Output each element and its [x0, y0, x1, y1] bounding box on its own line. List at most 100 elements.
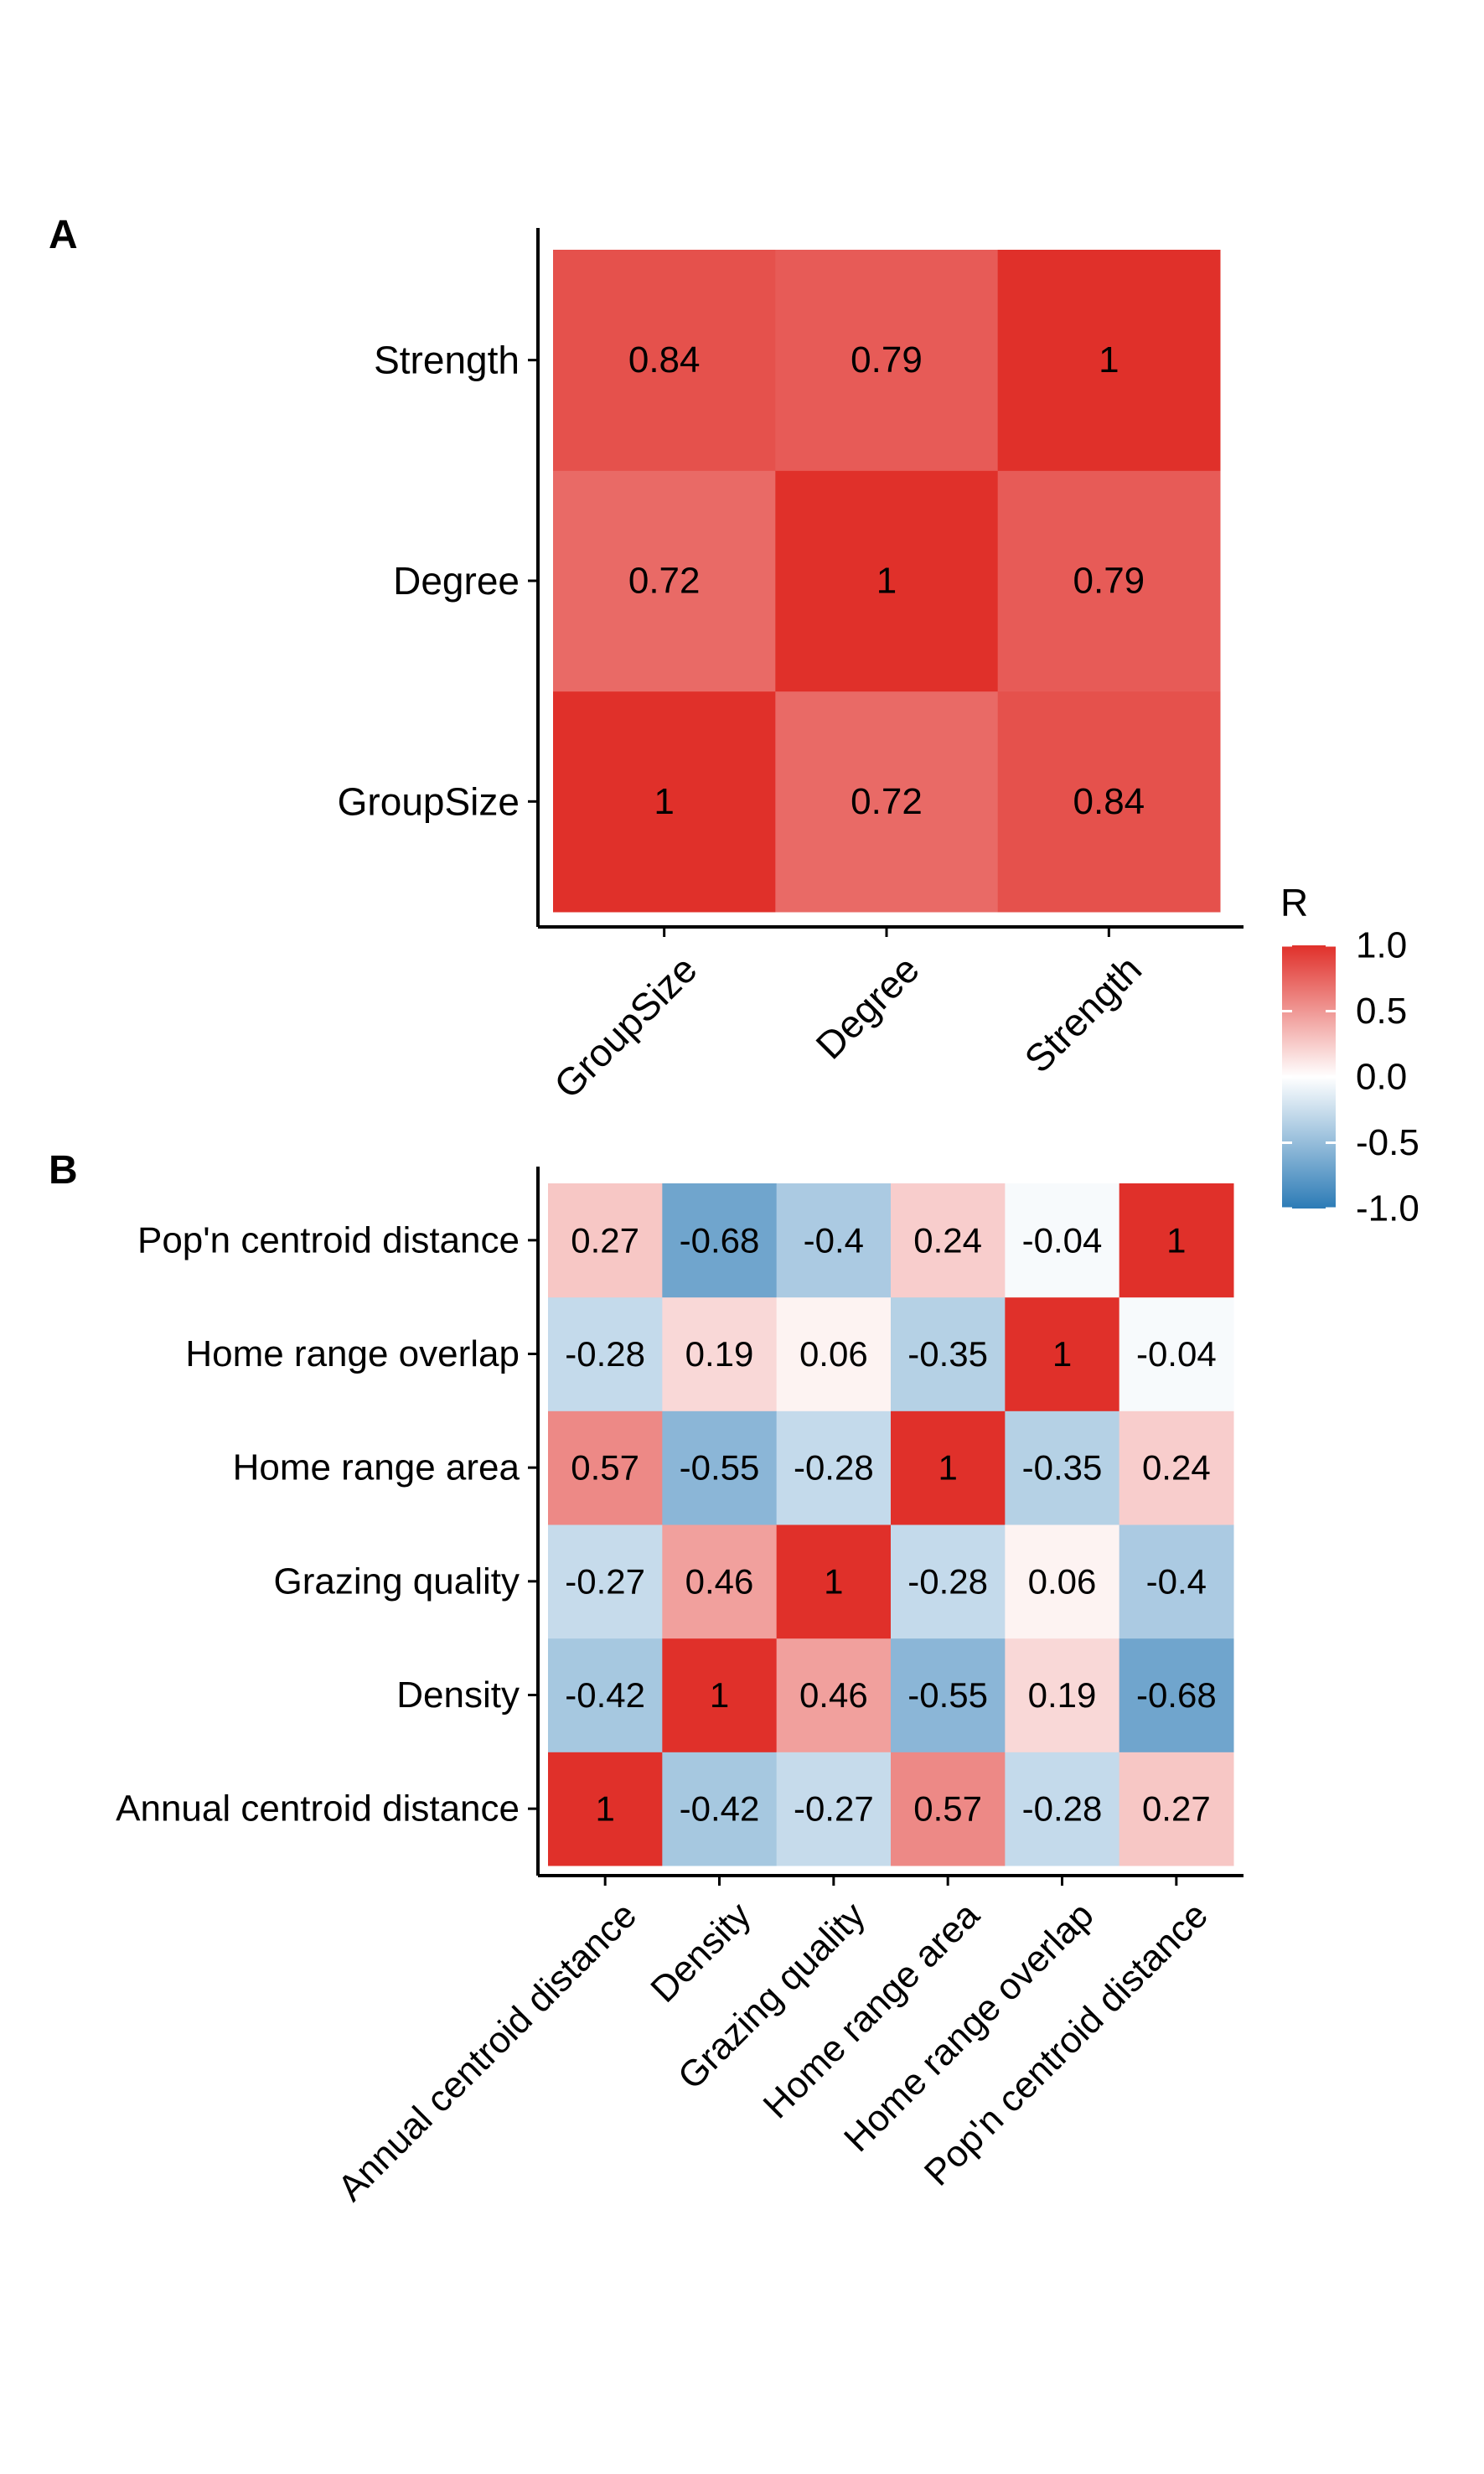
heatmap-cell [553, 470, 776, 692]
legend-tick-label: 0.5 [1356, 991, 1407, 1032]
y-tick-label: Grazing quality [274, 1560, 520, 1602]
heatmap-cell [548, 1410, 663, 1525]
color-legend: R 1.0 0.5 0.0 -0.5 -1.0 [1280, 881, 1419, 1229]
cell-value-label: 1 [876, 561, 897, 602]
legend-title: R [1280, 881, 1308, 924]
heatmap-cell [1005, 1297, 1120, 1411]
cell-value-label: -0.04 [1136, 1334, 1217, 1374]
heatmap-cell [776, 1524, 892, 1639]
cell-value-label: 0.06 [799, 1334, 868, 1374]
x-tick-label: GroupSize [546, 947, 705, 1106]
panel-b-heatmap: B 1 -0.42 -0.27 0.57 -0.28 0.27 -0.42 1 0.46 -0.5… [49, 1148, 1244, 2209]
heatmap-cell [1005, 1410, 1120, 1525]
cell-value-label: 0.84 [1073, 781, 1145, 822]
cell-value-label: -0.28 [907, 1561, 988, 1601]
panel-b-cells [548, 1183, 1234, 1866]
x-tick-label: Home range area [756, 1894, 988, 2126]
heatmap-cell [662, 1183, 778, 1298]
y-tick-label: Strength [374, 339, 520, 382]
y-tick-label: GroupSize [338, 779, 520, 823]
heatmap-cell [553, 691, 776, 913]
cell-value-label: 1 [1052, 1334, 1072, 1374]
cell-value-label: 0.72 [628, 561, 701, 602]
y-tick-label: Pop'n centroid distance [137, 1219, 520, 1260]
y-tick-label: Home range area [233, 1447, 520, 1488]
cell-value-label: -0.04 [1022, 1220, 1103, 1260]
cell-value-label: 1 [710, 1675, 729, 1715]
cell-value-label: 0.19 [685, 1334, 754, 1374]
heatmap-cell [997, 691, 1221, 913]
y-tick-label: Annual centroid distance [116, 1788, 520, 1830]
panel-b-axes [528, 1167, 1244, 1886]
panel-a-axes [528, 228, 1244, 937]
cell-value-label: 1 [595, 1789, 614, 1829]
heatmap-cell [1005, 1638, 1120, 1752]
heatmap-cell [997, 250, 1221, 471]
cell-value-label: 0.79 [1073, 561, 1145, 602]
panel-a-heatmap: A 1 0.72 0.84 0.72 1 0.79 0.84 0.79 1 GroupSize D… [49, 213, 1244, 1107]
cell-value-label: -0.28 [794, 1448, 874, 1488]
cell-value-label: 0.79 [851, 339, 923, 380]
panel-b-y-tick-labels: Annual centroid distance Density Grazing q… [116, 1219, 520, 1829]
heatmap-cell [548, 1638, 663, 1752]
cell-value-label: -0.28 [1022, 1789, 1103, 1829]
cell-value-label: 0.06 [1028, 1561, 1097, 1601]
cell-value-label: 0.57 [571, 1448, 639, 1488]
heatmap-cell [775, 250, 999, 471]
heatmap-cell [662, 1410, 778, 1525]
cell-value-label: 0.24 [1142, 1448, 1211, 1488]
cell-value-label: -0.68 [1136, 1675, 1217, 1715]
heatmap-cell [1119, 1638, 1234, 1752]
cell-value-label: -0.68 [680, 1220, 760, 1260]
cell-value-label: -0.28 [565, 1334, 645, 1374]
cell-value-label: -0.42 [565, 1675, 645, 1715]
cell-value-label: 0.57 [913, 1789, 982, 1829]
heatmap-cell [1119, 1752, 1234, 1866]
heatmap-cell [553, 250, 776, 471]
cell-value-label: 1 [938, 1448, 957, 1488]
y-tick-label: Degree [393, 559, 520, 603]
heatmap-cell [548, 1752, 663, 1866]
cell-value-label: 0.72 [851, 781, 923, 822]
cell-value-label: -0.55 [907, 1675, 988, 1715]
heatmap-cell [776, 1183, 892, 1298]
cell-value-label: -0.35 [907, 1334, 988, 1374]
cell-value-label: 0.27 [1142, 1789, 1211, 1829]
panel-a-cell-labels: 1 0.72 0.84 0.72 1 0.79 0.84 0.79 1 [628, 339, 1145, 822]
heatmap-cell [997, 470, 1221, 692]
x-tick-label: Annual centroid distance [330, 1894, 644, 2208]
heatmap-cell [548, 1524, 663, 1639]
y-tick-label: Density [396, 1674, 520, 1716]
cell-value-label: -0.27 [565, 1561, 645, 1601]
panel-b-cell-labels: 1 -0.42 -0.27 0.57 -0.28 0.27 -0.42 1 0.46 -0.55 0… [565, 1220, 1216, 1828]
heatmap-cell [776, 1410, 892, 1525]
heatmap-cell [662, 1752, 778, 1866]
heatmap-cell [891, 1752, 1006, 1866]
legend-tick-label: 0.0 [1356, 1057, 1407, 1098]
heatmap-cell [891, 1297, 1006, 1411]
cell-value-label: 0.46 [685, 1561, 754, 1601]
cell-value-label: -0.27 [794, 1789, 874, 1829]
heatmap-cell [1005, 1752, 1120, 1866]
heatmap-cell [1119, 1410, 1234, 1525]
heatmap-cell [548, 1297, 663, 1411]
heatmap-cell [891, 1410, 1006, 1525]
panel-a-y-tick-labels: GroupSize Degree Strength [338, 339, 520, 824]
heatmap-cell [1005, 1183, 1120, 1298]
heatmap-cell [776, 1638, 892, 1752]
panel-b-label: B [49, 1148, 78, 1193]
heatmap-cell [1119, 1183, 1234, 1298]
cell-value-label: -0.55 [680, 1448, 760, 1488]
heatmap-cell [891, 1183, 1006, 1298]
heatmap-cell [662, 1297, 778, 1411]
heatmap-cell [1119, 1297, 1234, 1411]
cell-value-label: 1 [1166, 1220, 1186, 1260]
heatmap-cell [662, 1524, 778, 1639]
heatmap-cell [548, 1183, 663, 1298]
heatmap-cell [891, 1524, 1006, 1639]
heatmap-cell [1005, 1524, 1120, 1639]
legend-tick-label: 1.0 [1356, 925, 1407, 966]
x-tick-label: Degree [807, 947, 927, 1067]
cell-value-label: 0.84 [628, 339, 701, 380]
